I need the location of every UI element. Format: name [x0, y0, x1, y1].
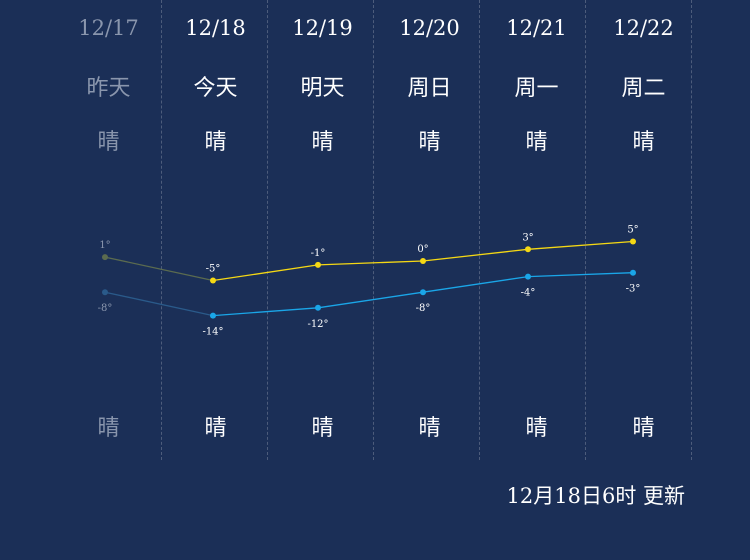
low-temp-point	[102, 289, 108, 296]
high-temp-point	[315, 261, 321, 268]
low-temp-segment	[104, 291, 214, 317]
forecast-grid: 12/17 昨天 晴 晴 12/18 今天 晴 晴 12/19 明天 晴 晴 1…	[55, 0, 697, 460]
day-weather: 晴	[204, 130, 227, 155]
day-name: 今天	[193, 76, 238, 101]
day-column-0: 12/17 昨天 晴 晴	[55, 0, 162, 460]
high-temp-segment	[212, 264, 319, 282]
low-temp-segment	[527, 272, 634, 278]
night-weather: 晴	[418, 416, 441, 441]
high-temp-label: -5°	[206, 264, 221, 275]
low-temp-point	[210, 312, 216, 319]
day-date: 12/18	[185, 16, 246, 40]
night-weather: 晴	[311, 416, 334, 441]
day-column-5: 12/22 周二 晴 晴	[590, 0, 697, 460]
low-temp-point	[315, 304, 321, 311]
column-divider	[267, 0, 268, 460]
column-divider	[161, 0, 162, 460]
high-temp-label: 1°	[99, 240, 110, 251]
day-date: 12/20	[399, 16, 460, 40]
day-column-2: 12/19 明天 晴 晴	[269, 0, 376, 460]
column-divider	[479, 0, 480, 460]
high-temp-label: 0°	[417, 244, 428, 255]
day-column-1: 12/18 今天 晴 晴	[162, 0, 269, 460]
night-weather: 晴	[525, 416, 548, 441]
high-temp-label: 3°	[522, 232, 533, 243]
high-temp-label: -1°	[311, 248, 326, 259]
low-temp-label: -4°	[521, 288, 536, 299]
day-weather: 晴	[632, 130, 655, 155]
column-divider	[373, 0, 374, 460]
high-temp-segment	[317, 260, 424, 266]
night-weather: 晴	[97, 416, 120, 441]
day-weather: 晴	[311, 130, 334, 155]
day-date: 12/17	[78, 16, 139, 40]
low-temp-label: -8°	[98, 303, 113, 314]
low-temp-segment	[422, 275, 529, 293]
update-time: 12月18日6时 更新	[506, 484, 685, 508]
high-temp-label: 5°	[627, 225, 638, 236]
high-temp-point	[102, 254, 108, 261]
high-temp-point	[525, 246, 531, 253]
day-date: 12/22	[613, 16, 674, 40]
low-temp-label: -12°	[307, 319, 328, 330]
day-weather: 晴	[97, 130, 120, 155]
high-temp-point	[630, 238, 636, 245]
high-temp-segment	[527, 240, 634, 250]
day-column-4: 12/21 周一 晴 晴	[483, 0, 590, 460]
day-name: 周二	[621, 76, 666, 101]
low-temp-label: -14°	[202, 327, 223, 338]
low-temp-segment	[317, 291, 424, 309]
low-temp-point	[630, 269, 636, 276]
day-name: 明天	[300, 76, 345, 101]
day-date: 12/19	[292, 16, 353, 40]
high-temp-point	[210, 277, 216, 284]
day-date: 12/21	[506, 16, 567, 40]
night-weather: 晴	[204, 416, 227, 441]
high-temp-point	[420, 258, 426, 264]
day-name: 周一	[514, 76, 559, 101]
day-name: 昨天	[86, 76, 131, 101]
night-weather: 晴	[632, 416, 655, 441]
high-temp-segment	[104, 256, 214, 282]
column-divider	[585, 0, 586, 460]
day-weather: 晴	[525, 130, 548, 155]
low-temp-point	[525, 273, 531, 280]
day-weather: 晴	[418, 130, 441, 155]
low-temp-label: -3°	[626, 284, 641, 295]
low-temp-segment	[212, 307, 319, 317]
column-divider	[691, 0, 692, 460]
day-column-3: 12/20 周日 晴 晴	[376, 0, 483, 460]
day-name: 周日	[407, 76, 452, 101]
low-temp-point	[420, 289, 426, 296]
low-temp-label: -8°	[416, 303, 431, 314]
high-temp-segment	[422, 248, 529, 262]
